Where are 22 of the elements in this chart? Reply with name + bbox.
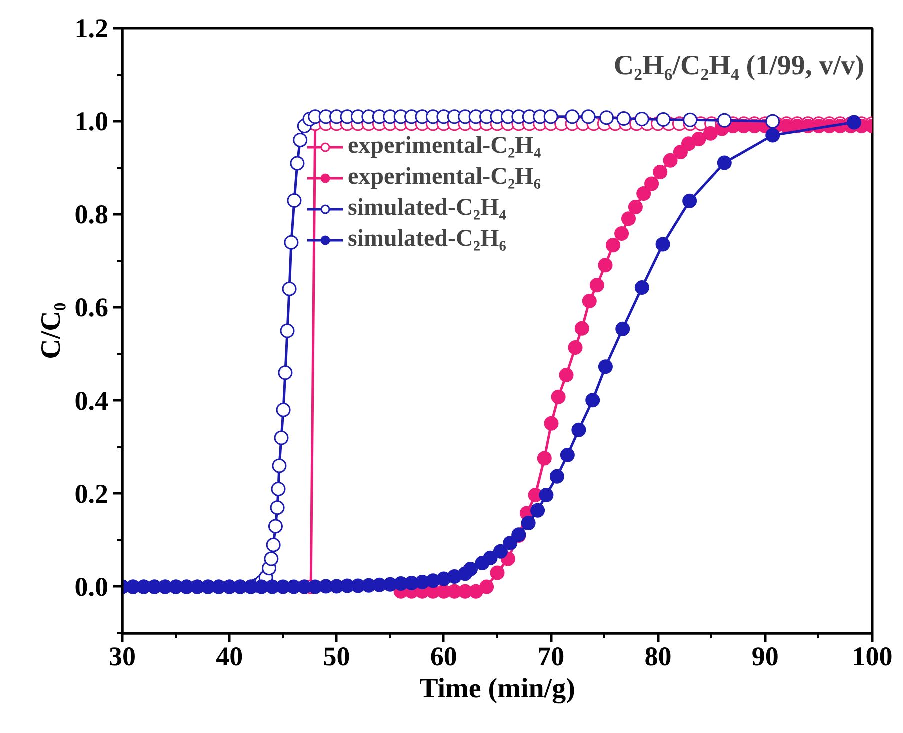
y-tick-label: 0.8: [74, 200, 108, 230]
x-axis-title: Time (min/g): [420, 674, 576, 704]
y-tick-label: 1.0: [74, 106, 108, 137]
x-tick-label: 60: [430, 642, 458, 672]
x-tick-label: 80: [644, 642, 672, 672]
legend-label: experimental-C₂H₆: [348, 164, 542, 191]
legend-label: simulated-C₂H₄: [348, 195, 506, 222]
y-tick-label: 0.2: [74, 478, 108, 509]
y-tick-label: 0.4: [74, 386, 108, 416]
x-tick-label: 100: [852, 642, 893, 672]
annotation: C₂H₆/C₂H₄ (1/99, v/v): [614, 50, 865, 82]
legend-label: experimental-C₂H₄: [348, 133, 542, 160]
x-tick-label: 30: [109, 642, 136, 672]
y-tick-label: 1.2: [74, 14, 108, 44]
y-tick-label: 0.0: [74, 572, 108, 602]
y-axis-title: C/C₀: [36, 302, 67, 360]
legend-label: simulated-C₂H₆: [348, 226, 506, 253]
x-tick-label: 70: [538, 642, 565, 672]
y-tick-label: 0.6: [74, 292, 108, 323]
x-tick-label: 90: [752, 642, 779, 672]
x-tick-label: 50: [323, 642, 350, 672]
x-tick-label: 40: [216, 642, 244, 672]
